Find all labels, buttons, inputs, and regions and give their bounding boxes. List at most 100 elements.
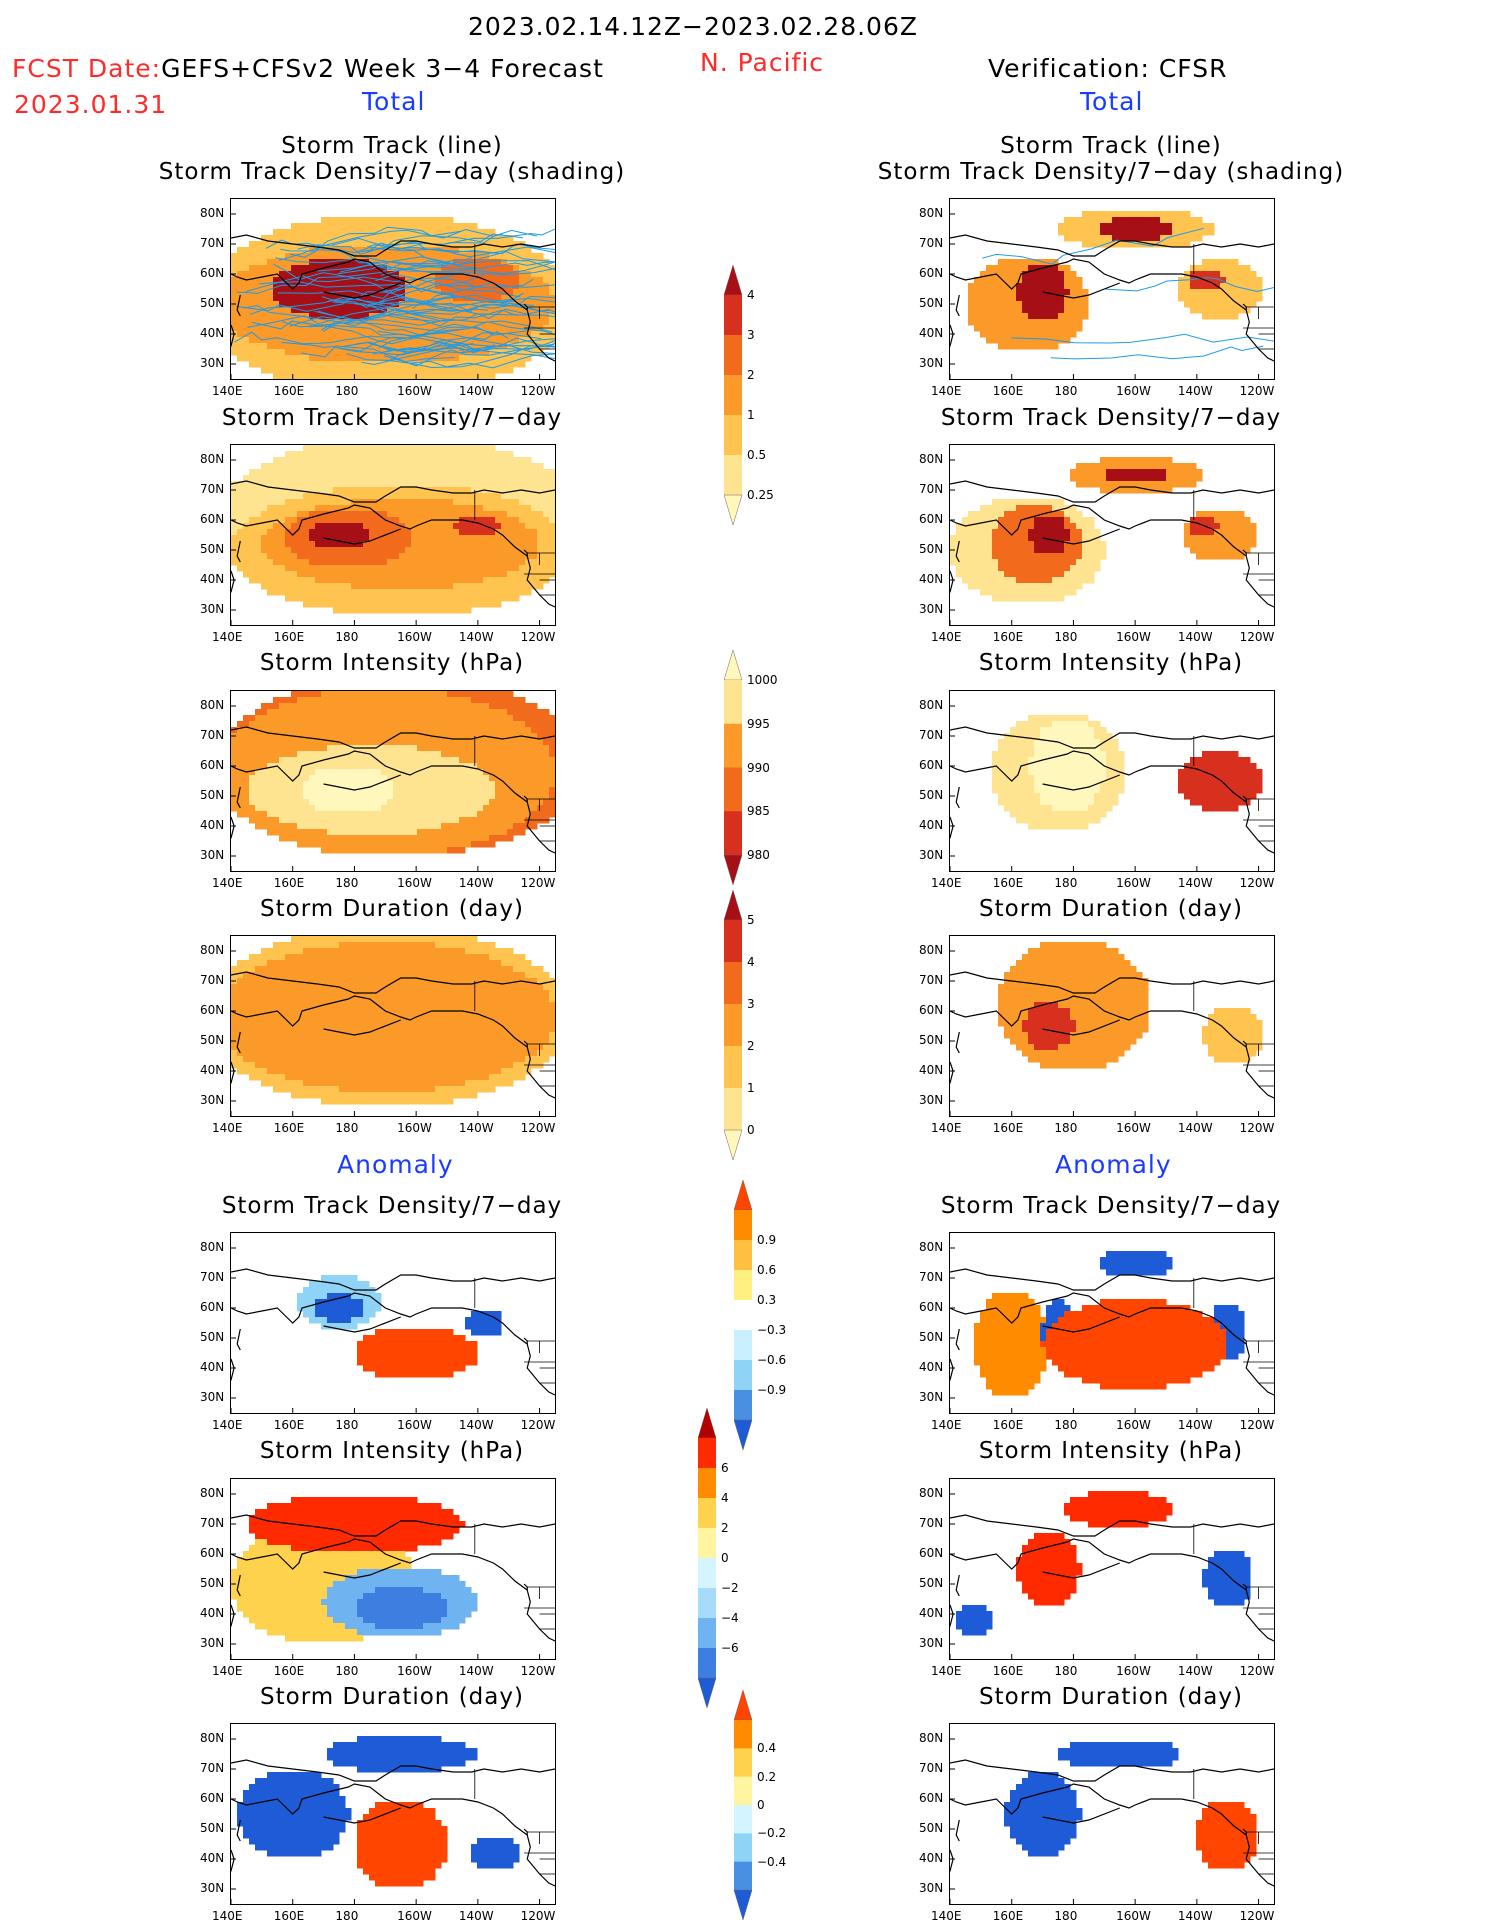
grid-cell xyxy=(1202,283,1209,290)
grid-cell xyxy=(429,589,436,596)
grid-cell xyxy=(369,229,376,236)
grid-cell xyxy=(1016,565,1023,572)
grid-cell xyxy=(345,739,352,746)
grid-cell xyxy=(441,823,448,830)
grid-cell xyxy=(956,571,963,578)
grid-cell xyxy=(459,847,466,854)
grid-cell xyxy=(453,565,460,572)
grid-cell xyxy=(429,841,436,848)
grid-cell xyxy=(255,547,262,554)
grid-cell xyxy=(1040,565,1047,572)
grid-cell xyxy=(405,271,412,278)
grid-cell xyxy=(974,559,981,566)
grid-cell xyxy=(249,793,256,800)
grid-cell xyxy=(417,793,424,800)
grid-cell xyxy=(998,589,1005,596)
grid-cell xyxy=(1004,337,1011,344)
grid-cell xyxy=(261,241,268,248)
grid-cell xyxy=(357,541,364,548)
grid-cell xyxy=(453,283,460,290)
grid-cell xyxy=(435,781,442,788)
grid-cell xyxy=(477,691,484,698)
grid-cell xyxy=(1064,289,1071,296)
grid-cell xyxy=(333,769,340,776)
grid-cell xyxy=(507,361,514,368)
grid-cell xyxy=(261,787,268,794)
grid-cell xyxy=(345,451,352,458)
grid-cell xyxy=(345,307,352,314)
grid-cell xyxy=(303,247,310,254)
grid-cell xyxy=(273,697,280,704)
grid-cell xyxy=(1016,499,1023,506)
grid-cell xyxy=(243,799,250,806)
grid-cell xyxy=(261,271,268,278)
grid-cell xyxy=(279,751,286,758)
grid-cell xyxy=(513,517,520,524)
grid-cell xyxy=(351,727,358,734)
grid-cell xyxy=(417,223,424,230)
grid-cell xyxy=(1064,277,1071,284)
grid-cell xyxy=(525,481,532,488)
grid-cell xyxy=(1184,211,1191,218)
grid-cell xyxy=(1238,289,1245,296)
grid-cell xyxy=(1022,511,1029,518)
grid-cell xyxy=(399,715,406,722)
grid-cell xyxy=(345,553,352,560)
grid-cell xyxy=(375,361,382,368)
grid-cell xyxy=(1178,241,1185,248)
grid-cell xyxy=(327,517,334,524)
grid-cell xyxy=(315,337,322,344)
grid-cell xyxy=(249,331,256,338)
grid-cell xyxy=(297,481,304,488)
grid-cell xyxy=(447,793,454,800)
grid-cell xyxy=(315,541,322,548)
grid-cell xyxy=(992,331,999,338)
grid-cell xyxy=(405,373,412,379)
grid-cell xyxy=(489,307,496,314)
grid-cell xyxy=(519,343,526,350)
grid-cell xyxy=(471,457,478,464)
grid-cell xyxy=(291,331,298,338)
grid-cell xyxy=(321,775,328,782)
grid-cell xyxy=(309,817,316,824)
grid-cell xyxy=(303,757,310,764)
grid-cell xyxy=(501,319,508,326)
grid-cell xyxy=(1040,517,1047,524)
grid-cell xyxy=(471,493,478,500)
grid-cell xyxy=(1220,529,1227,536)
grid-cell xyxy=(261,739,268,746)
grid-cell xyxy=(1040,343,1047,350)
grid-cell xyxy=(1058,229,1065,236)
grid-cell xyxy=(1016,271,1023,278)
grid-cell xyxy=(483,271,490,278)
grid-cell xyxy=(417,745,424,752)
grid-cell xyxy=(279,775,286,782)
grid-cell xyxy=(417,367,424,374)
grid-cell xyxy=(309,601,316,608)
grid-cell xyxy=(459,451,466,458)
grid-cell xyxy=(399,793,406,800)
grid-cell xyxy=(309,553,316,560)
grid-cell xyxy=(333,721,340,728)
grid-cell xyxy=(273,547,280,554)
grid-cell xyxy=(375,295,382,302)
grid-cell xyxy=(375,607,382,614)
grid-cell xyxy=(285,781,292,788)
grid-cell xyxy=(1022,337,1029,344)
grid-cell xyxy=(1100,457,1107,464)
grid-cell xyxy=(1022,553,1029,560)
grid-cell xyxy=(357,343,364,350)
grid-cell xyxy=(507,301,514,308)
grid-cell xyxy=(1064,223,1071,230)
grid-cell xyxy=(1070,583,1077,590)
grid-cell xyxy=(531,313,538,320)
grid-cell xyxy=(303,763,310,770)
grid-cell xyxy=(501,355,508,362)
grid-cell xyxy=(369,805,376,812)
grid-cell xyxy=(1046,565,1053,572)
grid-cell xyxy=(351,835,358,842)
grid-cell xyxy=(459,253,466,260)
grid-cell xyxy=(327,739,334,746)
grid-cell xyxy=(237,247,244,254)
grid-cell xyxy=(968,547,975,554)
